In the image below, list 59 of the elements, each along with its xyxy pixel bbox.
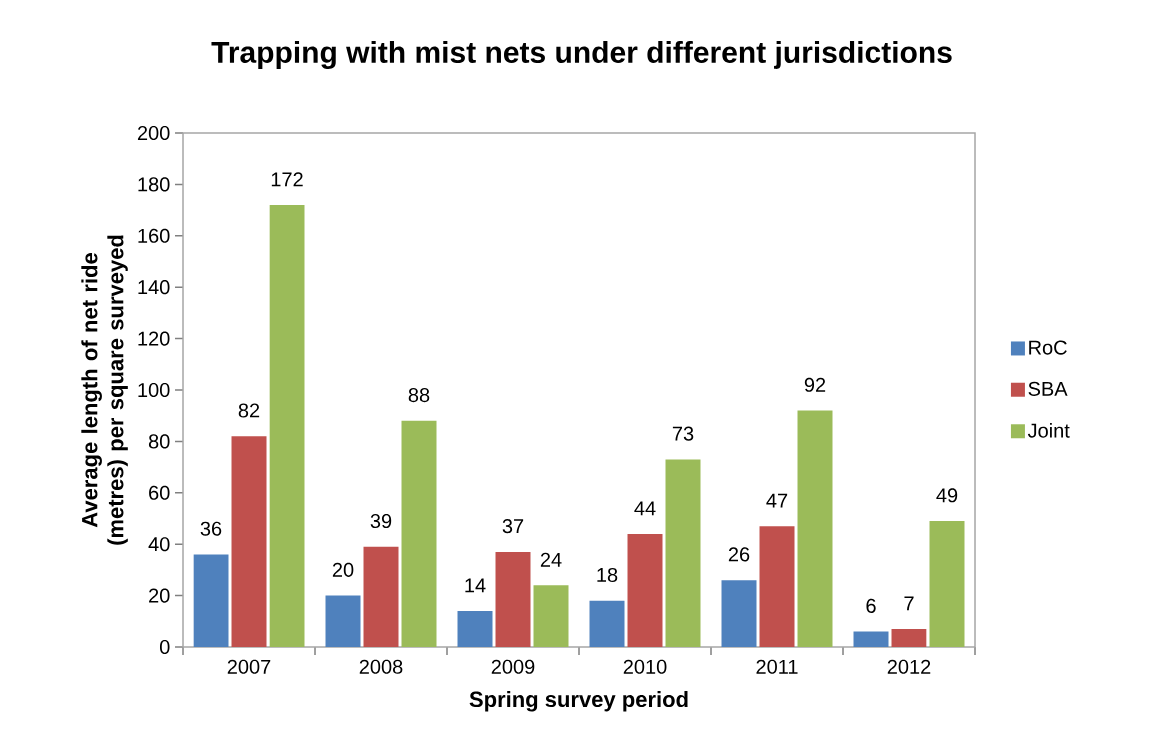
legend-label: SBA: [1028, 381, 1068, 396]
data-label: 7: [904, 596, 914, 611]
data-label: 47: [766, 493, 788, 508]
bar: [457, 611, 493, 647]
data-label: 88: [408, 387, 430, 403]
bar: [533, 585, 569, 647]
bar: [929, 521, 965, 647]
bar: [193, 554, 229, 647]
data-label: 44: [634, 501, 656, 516]
data-label: 49: [936, 488, 958, 503]
y-tick-label: 180: [138, 177, 170, 192]
x-tick-label: 2008: [359, 659, 403, 674]
x-tick-label: 2009: [491, 659, 535, 674]
data-label: 24: [540, 552, 562, 567]
data-label: 18: [597, 567, 618, 583]
data-label: 14: [465, 578, 486, 593]
y-tick-label: 200: [137, 125, 170, 141]
bar: [401, 420, 437, 647]
y-tick-label: 120: [138, 331, 170, 346]
data-label: 39: [370, 513, 392, 529]
y-tick-label: 0: [159, 639, 170, 655]
x-tick-label: 2010: [623, 659, 667, 674]
x-tick-label: 2007: [227, 659, 271, 674]
data-label: 82: [238, 403, 260, 418]
data-label: 26: [728, 547, 750, 562]
bar: [269, 204, 305, 647]
bar: [721, 580, 757, 647]
bar: [231, 436, 267, 647]
bar: [589, 600, 625, 647]
x-axis-title: Spring survey period: [469, 690, 688, 712]
y-axis-title: Average length of net ride (metres) per square surveyed: [81, 235, 128, 545]
data-label: 92: [804, 377, 826, 392]
data-label: 172: [271, 172, 303, 187]
y-tick-label: 60: [149, 485, 170, 500]
y-tick-label: 20: [149, 588, 170, 603]
data-label: 37: [502, 519, 524, 534]
data-label: 73: [672, 426, 694, 441]
y-tick-label: 160: [138, 228, 170, 243]
bar: [759, 526, 795, 647]
y-tick-label: 100: [138, 382, 170, 398]
data-label: 36: [200, 521, 222, 536]
chart-title: Trapping with mist nets under different jurisdictions: [211, 40, 952, 70]
legend-label: RoC: [1029, 340, 1067, 355]
data-label: 6: [866, 598, 876, 613]
bar: [797, 410, 833, 647]
bar: [627, 533, 663, 647]
bar: [853, 631, 889, 647]
bar: [665, 459, 701, 647]
data-label: 20: [332, 562, 354, 577]
x-tick-label: 2011: [756, 659, 798, 674]
bar: [325, 595, 361, 647]
y-tick-label: 140: [138, 280, 170, 295]
bar: [891, 629, 927, 647]
y-tick-label: 40: [148, 537, 170, 552]
y-tick-label: 80: [148, 434, 170, 449]
x-tick-label: 2012: [887, 659, 931, 674]
legend-label: Joint: [1027, 423, 1070, 438]
bar: [363, 546, 399, 647]
bar: [495, 551, 531, 647]
